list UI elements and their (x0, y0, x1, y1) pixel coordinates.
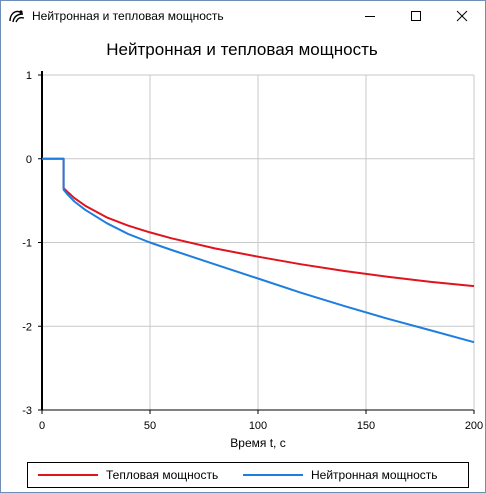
legend-swatch-thermal (38, 474, 98, 476)
y-tick-label-1: 0 (26, 154, 32, 166)
minimize-icon (365, 16, 375, 17)
close-icon (456, 10, 468, 22)
x-tick-label-1: 50 (144, 420, 156, 432)
legend-label-neutron: Нейтронная мощность (311, 468, 438, 482)
chart-legend: Тепловая мощность Нейтронная мощность (27, 462, 469, 488)
legend-swatch-neutron (243, 474, 303, 476)
chart-series (42, 157, 475, 344)
series-line-1 (42, 157, 475, 344)
title-bar[interactable]: Нейтронная и тепловая мощность (1, 1, 485, 31)
window-title: Нейтронная и тепловая мощность (32, 9, 224, 23)
x-tick-label-0: 0 (39, 420, 45, 432)
y-tick-label-3: -2 (22, 321, 32, 333)
close-button[interactable] (439, 1, 485, 31)
maximize-icon (411, 11, 421, 21)
app-logo-icon (9, 10, 25, 23)
x-axis-label: Время t, c (230, 436, 285, 450)
series-line-0 (42, 157, 475, 288)
legend-label-thermal: Тепловая мощность (106, 468, 219, 482)
y-tick-label-2: -1 (22, 238, 32, 250)
x-tick-label-2: 100 (249, 420, 267, 432)
y-tick-label-0: 1 (26, 70, 32, 82)
maximize-button[interactable] (393, 1, 439, 31)
legend-item-thermal: Тепловая мощность (38, 463, 218, 487)
x-tick-label-3: 150 (357, 420, 375, 432)
chart-grid (42, 74, 475, 411)
chart-ticks: 0 50 100 150 200 1 0 -1 -2 -3 (22, 70, 483, 432)
minimize-button[interactable] (347, 1, 393, 31)
y-tick-label-4: -3 (22, 405, 32, 417)
x-tick-label-4: 200 (465, 420, 483, 432)
legend-item-neutron: Нейтронная мощность (243, 463, 438, 487)
chart-title: Нейтронная и тепловая мощность (106, 40, 378, 59)
